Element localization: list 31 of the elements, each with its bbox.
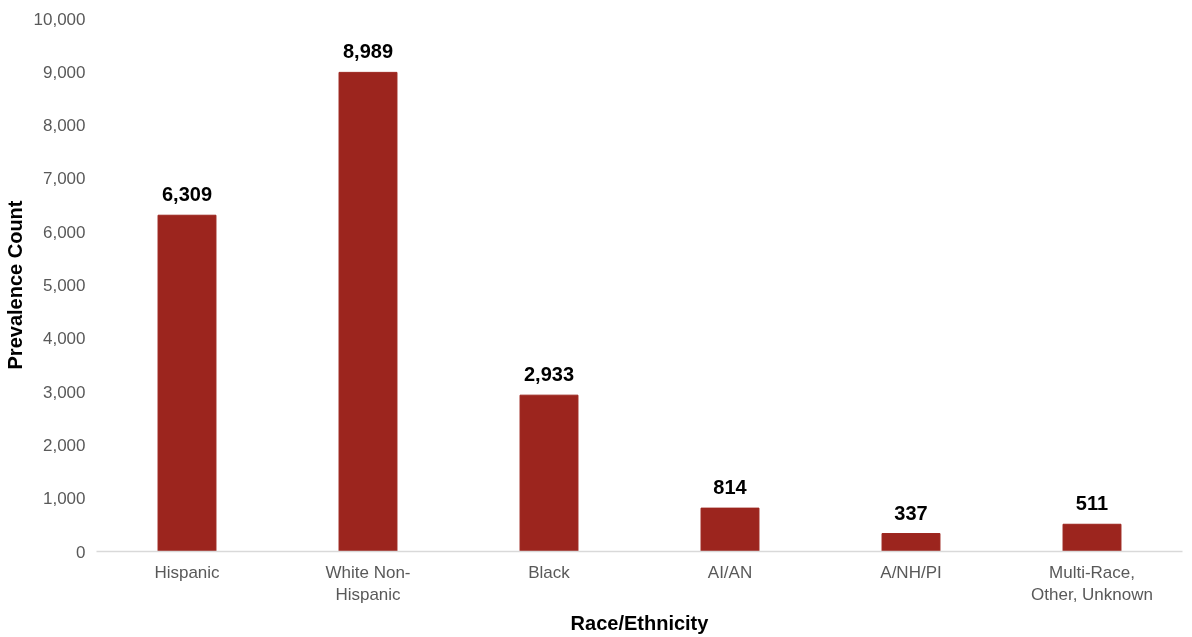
data-label: 337 [894, 501, 928, 524]
bar [700, 507, 760, 552]
y-tick-label: 0 [76, 542, 86, 562]
x-tick-label: Multi-Race, Other, Unknown [1031, 562, 1153, 605]
y-axis-title: Prevalence Count [3, 200, 26, 370]
data-label: 8,989 [342, 40, 394, 63]
y-tick-label: 10,000 [33, 9, 86, 29]
data-label: 814 [713, 476, 748, 499]
bar [519, 394, 579, 552]
x-tick-label: AI/AN [707, 562, 753, 582]
y-tick-label: 2,000 [42, 435, 86, 455]
y-tick-label: 6,000 [42, 222, 86, 242]
y-tick-label: 8,000 [42, 116, 86, 136]
x-tick-label: Black [528, 562, 571, 582]
bar [157, 214, 217, 552]
x-tick-label: White Non-Hispanic [325, 562, 411, 605]
data-label: 6,309 [161, 183, 213, 206]
x-tick-label: A/NH/PI [880, 562, 942, 582]
data-label: 2,933 [523, 363, 575, 386]
data-label: 511 [1075, 492, 1109, 515]
y-tick-label: 7,000 [42, 169, 86, 189]
y-tick-label: 9,000 [42, 62, 86, 82]
x-tick-label: Hispanic [154, 562, 221, 582]
y-tick-label: 4,000 [42, 329, 86, 349]
y-tick-label: 1,000 [42, 489, 86, 509]
x-axis-title: Race/Ethnicity [570, 612, 710, 635]
bar [338, 71, 398, 552]
y-tick-label: 3,000 [42, 382, 86, 402]
y-tick-label: 5,000 [42, 276, 86, 295]
bar [881, 533, 941, 552]
bar [1062, 523, 1122, 552]
